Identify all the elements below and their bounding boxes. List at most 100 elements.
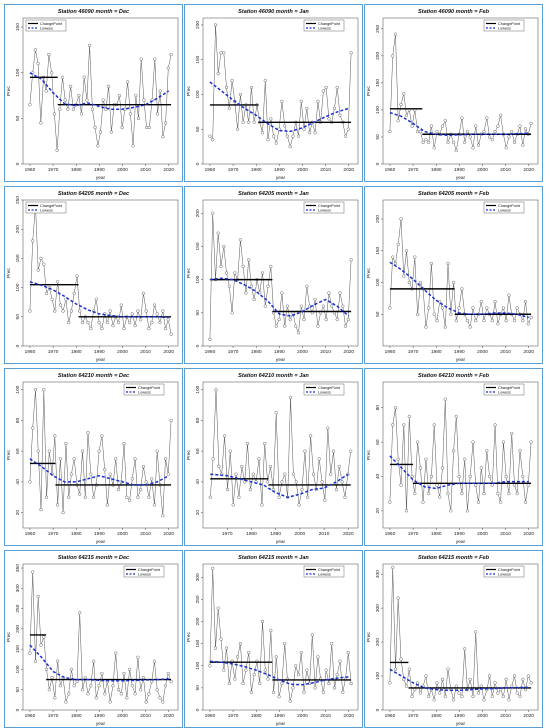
- data-point: [429, 124, 434, 128]
- data-point: [103, 467, 107, 472]
- data-point: [44, 89, 48, 93]
- data-point: [440, 306, 445, 310]
- data-point: [504, 146, 508, 150]
- chart-svg: Station 64210 month = Dec 20 40 60 80 100 1960…: [6, 373, 179, 545]
- data-point: [496, 491, 500, 496]
- x-tick-label: 1990: [454, 713, 465, 719]
- data-point: [501, 694, 506, 699]
- data-point: [90, 107, 95, 111]
- data-point: [432, 698, 436, 702]
- x-tick-label: 1980: [71, 531, 82, 537]
- data-point: [269, 264, 273, 269]
- data-point: [114, 457, 118, 461]
- chart-title: Station 64215 month = Feb: [418, 555, 490, 561]
- y-tick-label: 50: [375, 134, 381, 140]
- data-point: [427, 306, 431, 310]
- data-point: [163, 684, 168, 688]
- data-point: [86, 431, 90, 435]
- x-tick-label: 1970: [48, 531, 59, 537]
- plot-frame: [202, 381, 359, 529]
- data-point: [526, 322, 530, 326]
- data-point: [39, 507, 43, 512]
- chart-panel: Station 46090 month = Feb 0 50 100 150 200 250…: [364, 4, 543, 182]
- y-axis-label: Prec: [186, 449, 192, 459]
- data-point: [498, 113, 503, 117]
- data-point: [446, 667, 450, 671]
- y-tick-label: 100: [15, 385, 21, 393]
- y-tick-label: 0: [15, 344, 21, 347]
- data-point: [69, 472, 74, 476]
- data-point: [410, 694, 414, 699]
- data-point: [424, 674, 428, 678]
- data-point: [507, 698, 511, 702]
- data-point: [127, 667, 132, 672]
- y-tick-label: 50: [195, 126, 201, 132]
- data-point: [55, 148, 59, 152]
- x-tick-label: 1960: [385, 167, 396, 173]
- data-point: [396, 596, 400, 600]
- y-axis-label: Prec: [6, 85, 12, 95]
- data-point: [341, 304, 345, 308]
- data-point: [72, 684, 76, 688]
- data-point: [490, 318, 494, 323]
- data-point: [224, 271, 229, 275]
- y-tick-label: 50: [195, 685, 201, 691]
- data-point: [512, 140, 517, 145]
- data-point: [288, 144, 292, 149]
- x-tick-label: 1980: [246, 531, 257, 537]
- x-axis-label: year: [276, 721, 286, 727]
- data-point: [521, 474, 525, 479]
- data-point: [93, 125, 97, 130]
- data-point: [338, 291, 342, 295]
- data-point: [235, 655, 240, 659]
- data-point: [399, 483, 403, 487]
- data-point: [64, 441, 68, 446]
- data-point: [247, 650, 251, 655]
- lowess-curve: [209, 277, 350, 317]
- y-tick-label: 200: [15, 625, 21, 633]
- data-point: [413, 491, 417, 496]
- data-point: [58, 107, 62, 111]
- data-point: [465, 129, 470, 134]
- y-tick-label: 80: [375, 405, 381, 411]
- legend-entry: ChangePoint: [138, 386, 161, 390]
- legend-box: [303, 565, 345, 578]
- data-point: [440, 677, 445, 682]
- series-line: [389, 399, 532, 511]
- y-tick-label: 60: [375, 439, 381, 445]
- x-tick-label: 1960: [205, 349, 216, 355]
- data-point: [482, 491, 486, 496]
- data-point: [152, 659, 157, 663]
- data-point: [410, 124, 414, 128]
- data-point: [296, 134, 301, 138]
- lowess-curve: [209, 660, 349, 686]
- data-point: [321, 304, 326, 308]
- legend-entry: Lowess: [498, 26, 511, 30]
- x-tick-label: 1970: [48, 167, 59, 173]
- x-tick-label: 2010: [500, 713, 511, 719]
- y-tick-label: 200: [15, 225, 21, 233]
- data-point: [127, 498, 132, 502]
- data-point: [55, 503, 60, 507]
- x-tick-label: 1980: [71, 349, 82, 355]
- data-point: [241, 120, 245, 124]
- data-point: [241, 681, 245, 686]
- data-point: [454, 318, 458, 323]
- x-tick-label: 1980: [251, 167, 262, 173]
- y-axis-label: Prec: [366, 267, 372, 277]
- chart-title: Station 64210 month = Feb: [418, 373, 490, 379]
- legend-entry: Lowess: [318, 26, 331, 30]
- data-point: [320, 480, 324, 484]
- data-point: [313, 297, 317, 302]
- data-point: [69, 309, 74, 313]
- data-point: [515, 691, 519, 695]
- x-tick-label: 2020: [163, 349, 174, 355]
- data-point: [161, 134, 165, 139]
- legend-box: [483, 19, 525, 32]
- data-point: [449, 312, 453, 316]
- data-point: [108, 472, 112, 476]
- lowess-curve: [29, 281, 169, 319]
- data-point: [493, 681, 497, 685]
- y-tick-label: 60: [195, 448, 201, 454]
- lowess-curve: [29, 458, 170, 486]
